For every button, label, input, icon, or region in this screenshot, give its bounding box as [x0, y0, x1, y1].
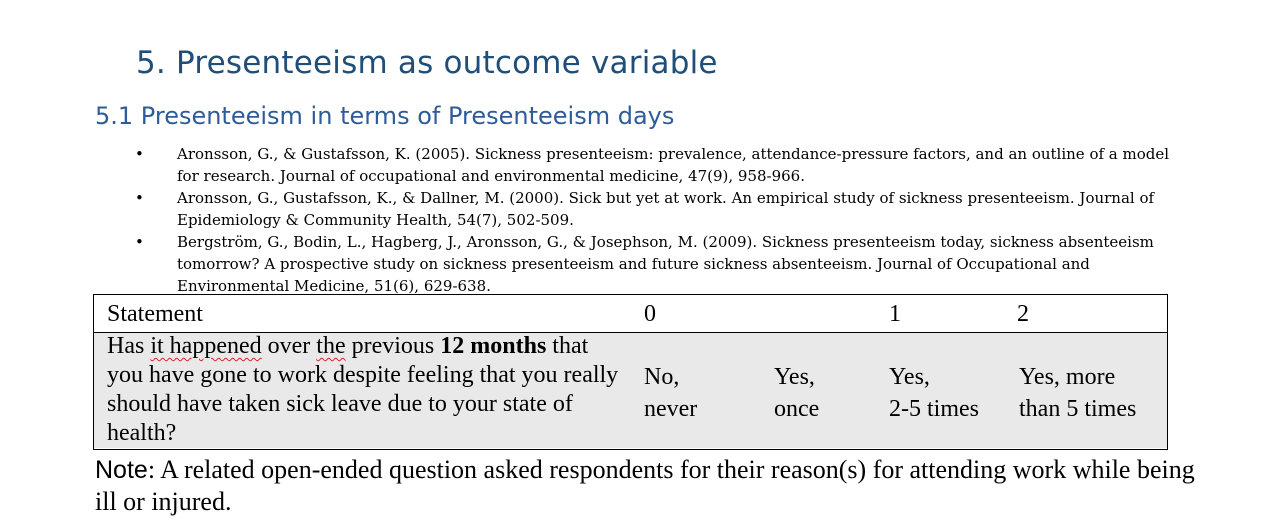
header-score-0: 0 — [644, 301, 656, 327]
table-header-row: Statement 0 1 2 — [94, 295, 1167, 333]
reference-text: Aronsson, G., Gustafsson, K., & Dallner,… — [177, 189, 1155, 229]
reference-text: Bergström, G., Bodin, L., Hagberg, J., A… — [177, 233, 1154, 295]
survey-table: Statement 0 1 2 Has it happened over the… — [93, 294, 1168, 450]
note-paragraph: Note: A related open-ended question aske… — [95, 454, 1195, 518]
bullet-icon: • — [135, 233, 144, 251]
spellcheck-underline: it happened — [150, 333, 262, 359]
answer-option: No, never — [644, 364, 698, 422]
bullet-icon: • — [135, 145, 144, 163]
bullet-icon: • — [135, 189, 144, 207]
reference-item: • Bergström, G., Bodin, L., Hagberg, J.,… — [135, 231, 1177, 297]
question-text: Has it happened over the previous 12 mon… — [107, 333, 619, 446]
answer-option: Yes, 2-5 times — [889, 364, 979, 422]
reference-text: Aronsson, G., & Gustafsson, K. (2005). S… — [177, 145, 1170, 185]
reference-item: • Aronsson, G., & Gustafsson, K. (2005).… — [135, 143, 1177, 187]
answer-option: Yes, once — [774, 364, 820, 422]
table-row: Has it happened over the previous 12 mon… — [94, 333, 1167, 448]
header-statement: Statement — [107, 301, 203, 327]
header-score-2: 2 — [1017, 301, 1029, 327]
answer-option: Yes, more than 5 times — [1019, 364, 1137, 422]
section-title: 5. Presenteeism as outcome variable — [136, 45, 718, 81]
header-score-1: 1 — [889, 301, 901, 327]
reference-list: • Aronsson, G., & Gustafsson, K. (2005).… — [135, 143, 1177, 297]
subsection-title: 5.1 Presenteeism in terms of Presenteeis… — [95, 102, 675, 130]
note-label: Note — [95, 456, 148, 484]
spellcheck-underline: the — [316, 333, 346, 359]
note-text: : A related open-ended question asked re… — [95, 455, 1195, 516]
reference-item: • Aronsson, G., Gustafsson, K., & Dallne… — [135, 187, 1177, 231]
